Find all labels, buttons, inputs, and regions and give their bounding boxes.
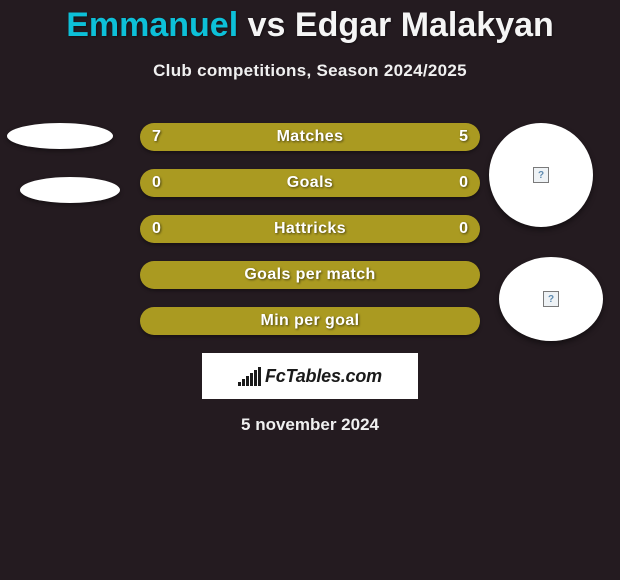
stat-label: Min per goal: [260, 312, 359, 330]
left-ellipse-2: [20, 177, 120, 203]
subtitle: Club competitions, Season 2024/2025: [0, 61, 620, 81]
page-title: Emmanuel vs Edgar Malakyan: [0, 0, 620, 45]
comparison-stage: ? ? 7 Matches 5 0 Goals 0 0 Hattricks 0 …: [0, 123, 620, 435]
date-text: 5 november 2024: [0, 415, 620, 435]
stat-bar-min-per-goal: Min per goal: [140, 307, 480, 335]
stat-bar-goals: 0 Goals 0: [140, 169, 480, 197]
stat-bar-goals-per-match: Goals per match: [140, 261, 480, 289]
title-vs: vs: [248, 6, 286, 44]
placeholder-icon: ?: [533, 167, 549, 183]
stat-label: Goals per match: [244, 266, 375, 284]
logo-text: FcTables.com: [265, 366, 382, 387]
logo-box: FcTables.com: [202, 353, 418, 399]
fctables-bars-icon: [238, 367, 261, 386]
stat-right-value: 0: [459, 220, 468, 238]
stat-bar-matches: 7 Matches 5: [140, 123, 480, 151]
title-player2: Edgar Malakyan: [295, 6, 554, 44]
stat-right-value: 5: [459, 128, 468, 146]
player-photo-right-1: ?: [489, 123, 593, 227]
player-photo-right-2: ?: [499, 257, 603, 341]
title-player1: Emmanuel: [66, 6, 238, 44]
placeholder-icon: ?: [543, 291, 559, 307]
stat-label: Matches: [277, 128, 344, 146]
stat-right-value: 0: [459, 174, 468, 192]
stat-label: Goals: [287, 174, 333, 192]
stat-left-value: 7: [152, 128, 161, 146]
left-ellipse-1: [7, 123, 113, 149]
stat-bar-hattricks: 0 Hattricks 0: [140, 215, 480, 243]
stat-label: Hattricks: [274, 220, 346, 238]
stat-left-value: 0: [152, 174, 161, 192]
stat-left-value: 0: [152, 220, 161, 238]
stat-bars: 7 Matches 5 0 Goals 0 0 Hattricks 0 Goal…: [140, 123, 480, 335]
